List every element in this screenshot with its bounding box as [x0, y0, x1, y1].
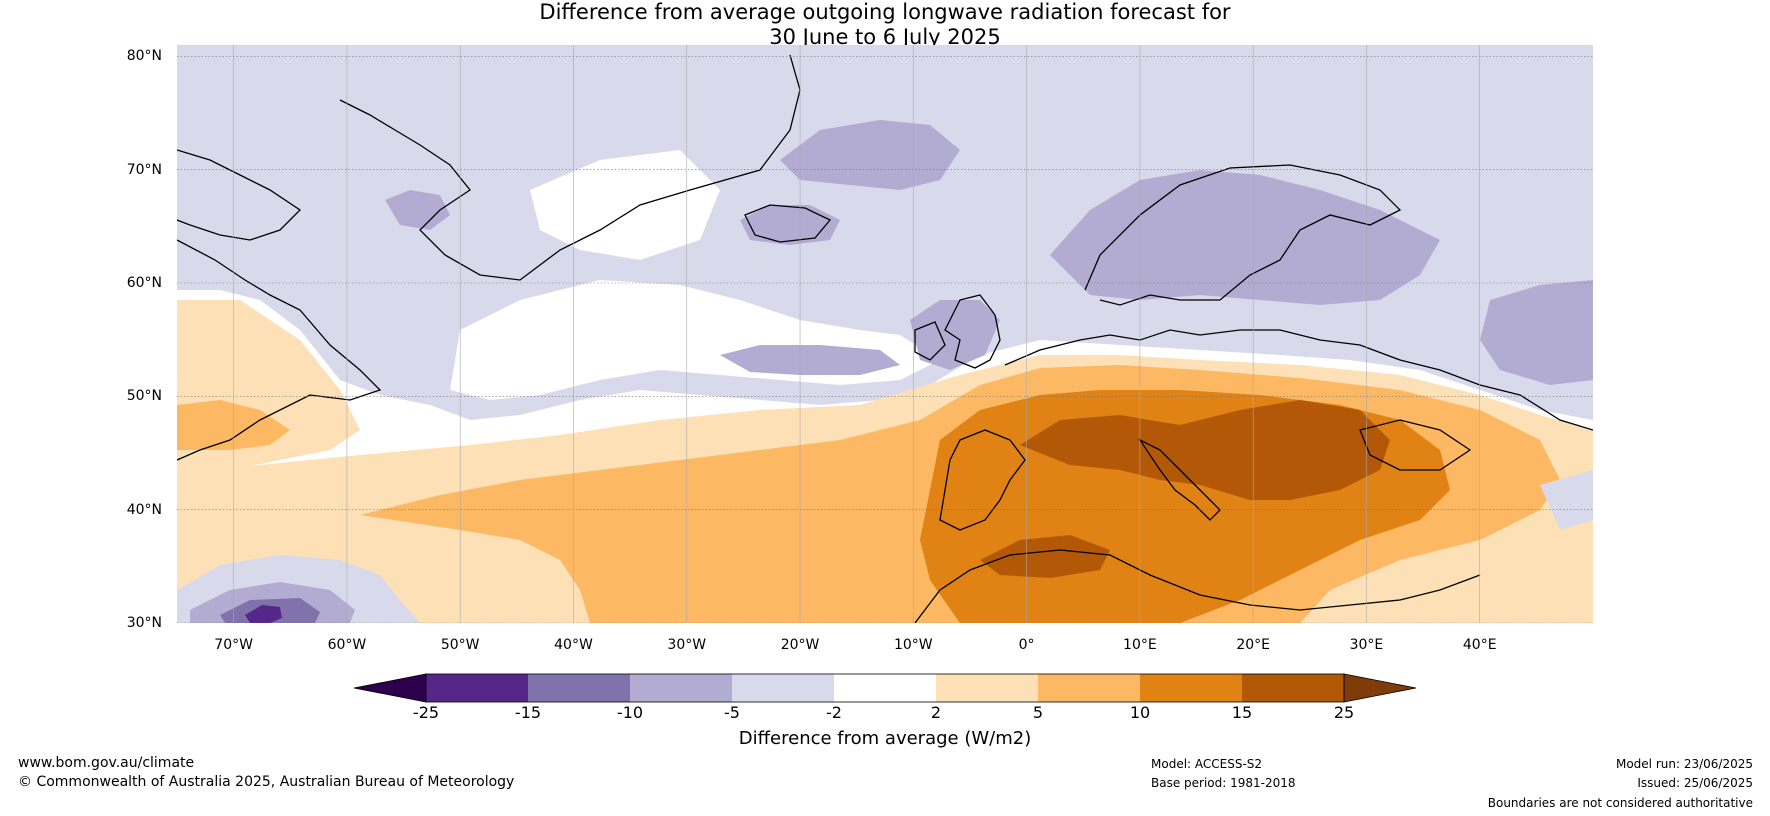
coast-britain — [944, 294, 1001, 369]
lat-label: 70°N — [126, 161, 162, 178]
colorbar-extend-high — [1343, 673, 1417, 703]
colorbar-tick-label: 15 — [1231, 703, 1253, 722]
colorbar-tick-label: -25 — [412, 703, 440, 722]
lon-label: 40°W — [554, 637, 593, 653]
lon-label: 20°W — [780, 637, 820, 653]
coast-iceland — [744, 204, 832, 243]
region-neg2-eastmed — [1540, 470, 1593, 530]
footer-issued: Issued: 25/06/2025 — [1637, 776, 1753, 790]
footer-base-period: Base period: 1981-2018 — [1151, 776, 1296, 790]
lon-label: 50°W — [440, 637, 480, 653]
colorbar-segment — [936, 674, 1038, 702]
colorbar-segment — [426, 674, 528, 702]
region-neg5-russia — [1480, 280, 1593, 385]
footer-website: www.bom.gov.au/climate — [18, 755, 195, 771]
colorbar-tick-label: 2 — [930, 703, 942, 722]
lon-label: 0° — [1018, 637, 1035, 653]
coast-greenland — [339, 54, 801, 281]
colorbar-segment — [1242, 674, 1344, 702]
lat-label: 30°N — [126, 615, 162, 631]
coast-iberia-med — [939, 429, 1026, 531]
colorbar-tick-label: -2 — [826, 703, 842, 722]
colorbar-tick-label: -5 — [724, 703, 740, 722]
region-neg5-iceland — [740, 205, 840, 245]
region-neg5-scandinavia — [1050, 170, 1440, 305]
colorbar-tick-label: 10 — [1129, 703, 1151, 722]
footer-copyright: © Commonwealth of Australia 2025, Austra… — [18, 774, 515, 790]
lat-label: 50°N — [126, 388, 162, 405]
colorbar-segment — [630, 674, 732, 702]
lon-label: 30°E — [1349, 637, 1384, 653]
lon-label: 20°E — [1236, 637, 1270, 653]
lon-label: 60°W — [327, 637, 367, 653]
graticule — [177, 45, 1593, 623]
chart-title: Difference from average outgoing longwav… — [0, 0, 1770, 50]
coast-baffin — [177, 149, 302, 241]
coast-blacksea — [1359, 419, 1472, 471]
coast-europe — [1004, 329, 1593, 431]
footer-model-run: Model run: 23/06/2025 — [1615, 757, 1753, 771]
colorbar-tick-label: -15 — [514, 703, 542, 722]
region-neg5-greenland — [385, 190, 450, 230]
region-pos15-north-africa — [980, 535, 1110, 578]
region-neg5-norwegian-sea — [780, 120, 960, 190]
coast-italy — [1138, 438, 1221, 521]
colorbar-segment — [1140, 674, 1242, 702]
lon-label: 10°E — [1123, 637, 1157, 653]
lon-label: 10°W — [893, 637, 933, 653]
coast-labrador — [177, 239, 382, 461]
lon-label: 30°W — [667, 637, 707, 653]
colorbar-segment — [1038, 674, 1140, 702]
coast-africa — [914, 549, 1481, 623]
colorbar-tick-label: 25 — [1333, 703, 1355, 722]
footer-model: Model: ACCESS-S2 — [1151, 757, 1263, 771]
region-neutral-central — [530, 150, 720, 260]
region-pos15-central-europe — [1020, 400, 1390, 500]
coast-ireland — [914, 321, 946, 361]
region-neg5-uk — [910, 300, 1000, 370]
colorbar-tick-label: 5 — [1032, 703, 1044, 722]
colorbar-tick-label: -10 — [616, 703, 644, 722]
title-line-1: Difference from average outgoing longwav… — [539, 0, 1231, 24]
lon-label: 40°E — [1462, 637, 1497, 653]
colorbar-segment — [732, 674, 834, 702]
colorbar-segment — [834, 674, 936, 702]
region-neg5-midatlantic — [720, 345, 900, 375]
region-neg15-southwest — [245, 605, 282, 623]
coast-scandinavia — [1084, 164, 1402, 306]
lon-label: 70°W — [214, 637, 253, 653]
colorbar-extend-low — [353, 673, 427, 703]
colorbar-segment — [528, 674, 630, 702]
colorbar-outline — [425, 673, 1345, 703]
map-fill-layer — [177, 45, 1593, 623]
coastlines — [177, 54, 1593, 623]
lat-label: 60°N — [126, 275, 162, 291]
lat-label: 40°N — [126, 501, 162, 518]
footer-boundaries: Boundaries are not considered authoritat… — [1487, 796, 1753, 810]
colorbar-label: Difference from average (W/m2) — [738, 728, 1032, 749]
lat-label: 80°N — [126, 48, 162, 65]
